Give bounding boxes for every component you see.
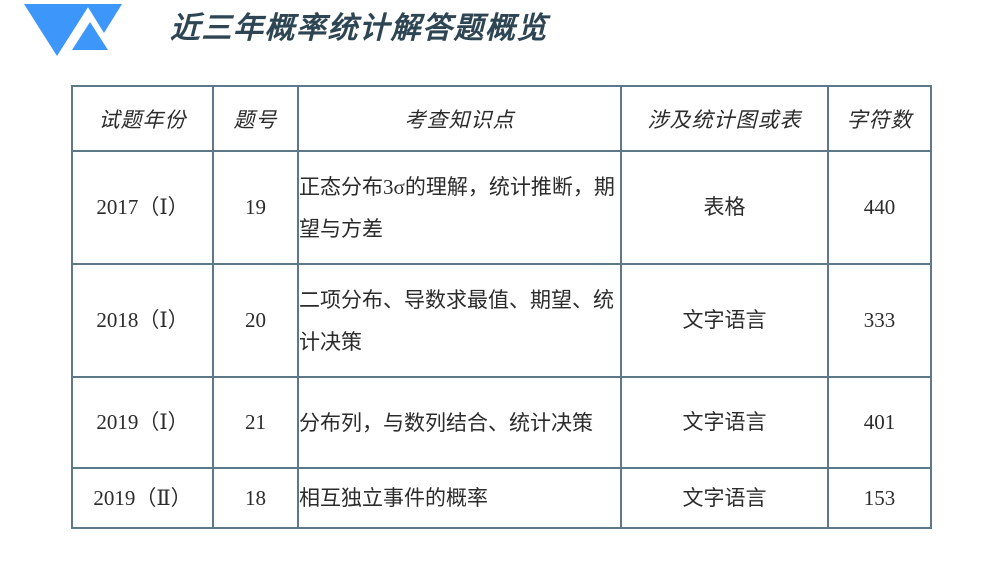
logo-triangle-up	[72, 22, 108, 50]
table-body: 2017（Ⅰ） 19 正态分布3σ的理解，统计推断，期望与方差 表格 440 2…	[71, 150, 932, 529]
table-row: 2017（Ⅰ） 19 正态分布3σ的理解，统计推断，期望与方差 表格 440	[71, 150, 932, 265]
table-header-row: 试题年份 题号 考查知识点 涉及统计图或表 字符数	[71, 85, 932, 152]
table-header: 试题年份 题号 考查知识点 涉及统计图或表 字符数	[71, 85, 932, 152]
cell-year: 2017（Ⅰ）	[71, 150, 214, 265]
cell-knowledge-point: 相互独立事件的概率	[297, 467, 622, 529]
overview-table: 试题年份 题号 考查知识点 涉及统计图或表 字符数 2017（Ⅰ） 19 正态分…	[71, 85, 932, 529]
cell-no: 20	[212, 263, 299, 378]
column-header-kp: 考查知识点	[297, 85, 622, 152]
cell-year: 2019（Ⅱ）	[71, 467, 214, 529]
table-row: 2018（Ⅰ） 20 二项分布、导数求最值、期望、统计决策 文字语言 333	[71, 263, 932, 378]
cell-no: 19	[212, 150, 299, 265]
table-row: 2019（Ⅱ） 18 相互独立事件的概率 文字语言 153	[71, 467, 932, 529]
logo-triangle-left	[24, 4, 90, 56]
cell-year: 2019（Ⅰ）	[71, 376, 214, 469]
cell-no: 21	[212, 376, 299, 469]
cell-char-count: 153	[827, 467, 932, 529]
column-header-count: 字符数	[827, 85, 932, 152]
cell-knowledge-point: 正态分布3σ的理解，统计推断，期望与方差	[297, 150, 622, 265]
page-title: 近三年概率统计解答题概览	[170, 12, 548, 45]
w-logo	[24, 4, 122, 56]
slide-header: 近三年概率统计解答题概览	[0, 0, 1000, 72]
column-header-year: 试题年份	[71, 85, 214, 152]
column-header-no: 题号	[212, 85, 299, 152]
cell-chart-type: 表格	[620, 150, 829, 265]
cell-chart-type: 文字语言	[620, 263, 829, 378]
table-row: 2019（Ⅰ） 21 分布列，与数列结合、统计决策 文字语言 401	[71, 376, 932, 469]
cell-knowledge-point: 二项分布、导数求最值、期望、统计决策	[297, 263, 622, 378]
cell-year: 2018（Ⅰ）	[71, 263, 214, 378]
cell-char-count: 333	[827, 263, 932, 378]
cell-char-count: 440	[827, 150, 932, 265]
cell-no: 18	[212, 467, 299, 529]
cell-chart-type: 文字语言	[620, 467, 829, 529]
w-logo-svg	[24, 4, 122, 56]
column-header-chart: 涉及统计图或表	[620, 85, 829, 152]
cell-chart-type: 文字语言	[620, 376, 829, 469]
cell-char-count: 401	[827, 376, 932, 469]
cell-knowledge-point: 分布列，与数列结合、统计决策	[297, 376, 622, 469]
logo-triangle-right	[86, 4, 122, 33]
